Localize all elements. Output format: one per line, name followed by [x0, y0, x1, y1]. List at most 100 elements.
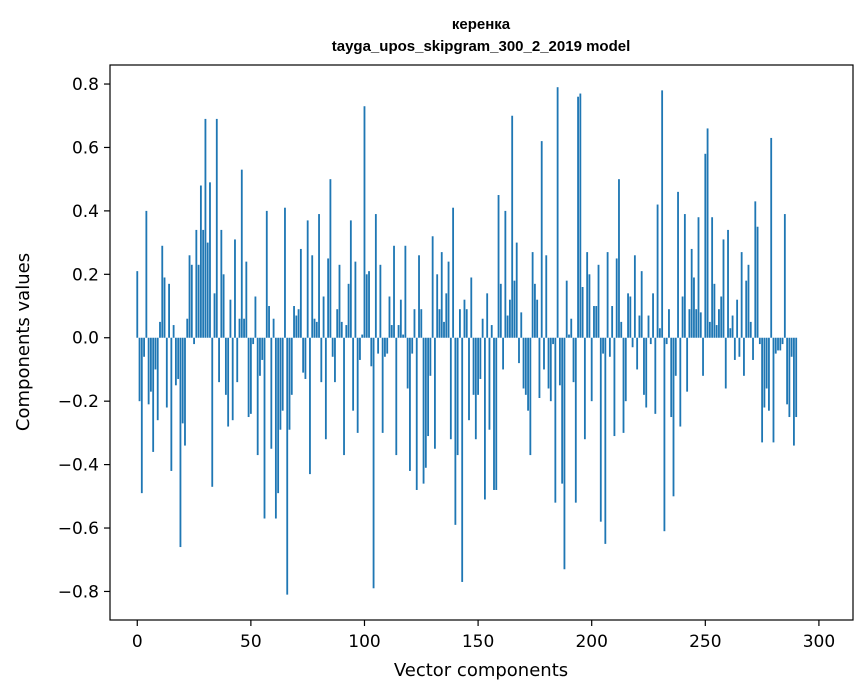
y-tick-label: −0.6: [58, 519, 99, 539]
bar: [338, 264, 341, 338]
bar: [238, 318, 241, 338]
bar: [429, 337, 432, 376]
bar: [586, 252, 589, 338]
bar: [229, 299, 232, 338]
bar: [181, 337, 184, 424]
bar: [438, 309, 441, 338]
bar: [779, 337, 782, 351]
bar: [402, 334, 405, 338]
bar: [304, 337, 307, 379]
y-tick-label: 0.6: [72, 138, 99, 158]
bar: [527, 337, 529, 411]
y-tick-label: −0.8: [58, 582, 99, 602]
bar: [704, 153, 707, 338]
bar: [715, 325, 718, 338]
bar: [770, 137, 773, 338]
bar: [702, 337, 704, 376]
bar: [297, 309, 300, 338]
bar: [322, 296, 325, 338]
bar: [720, 296, 723, 338]
bar: [783, 214, 786, 338]
bar: [524, 337, 527, 395]
bar: [738, 337, 741, 357]
bar: [613, 337, 616, 437]
bar: [170, 337, 173, 471]
bar: [736, 299, 739, 338]
bar: [504, 210, 507, 338]
bar: [218, 337, 220, 383]
bar: [518, 337, 520, 364]
bar: [788, 337, 791, 418]
x-tick-label: 300: [803, 632, 835, 652]
bar: [447, 261, 450, 338]
bar: [774, 337, 777, 354]
bar: [363, 106, 366, 338]
bar: [456, 337, 459, 456]
bar: [390, 325, 393, 338]
bar: [279, 337, 282, 430]
bar: [604, 337, 607, 544]
bar: [204, 118, 207, 338]
y-tick-label: 0.8: [72, 75, 99, 95]
bar: [581, 287, 584, 338]
bar: [293, 306, 295, 338]
bar: [381, 337, 384, 433]
bar: [188, 255, 191, 338]
bar: [540, 141, 543, 338]
bar: [563, 337, 566, 570]
bar: [620, 321, 623, 338]
bar: [422, 337, 425, 484]
bar: [227, 337, 230, 427]
bar: [743, 337, 745, 376]
bar: [240, 169, 243, 338]
bar: [722, 239, 725, 338]
bar: [695, 309, 698, 338]
bar: [479, 337, 482, 379]
bar: [754, 201, 757, 338]
bar: [231, 337, 234, 421]
bar: [724, 337, 727, 389]
bar: [440, 252, 443, 338]
bar: [679, 337, 682, 427]
bar: [706, 128, 709, 338]
bar: [272, 318, 275, 338]
bar: [179, 337, 182, 548]
x-tick-label: 0: [132, 632, 143, 652]
bar: [681, 296, 684, 338]
bar: [415, 337, 418, 490]
bar: [190, 264, 193, 338]
bar: [752, 337, 754, 360]
bar: [424, 337, 427, 468]
bar: [236, 337, 239, 383]
bar: [406, 337, 409, 389]
bar: [579, 93, 582, 338]
bar: [583, 337, 586, 440]
bar: [522, 337, 525, 389]
bar: [477, 337, 479, 395]
bar: [656, 204, 659, 338]
bar: [168, 283, 170, 338]
bar: [768, 337, 770, 411]
chart-title-line1: керенка: [452, 16, 511, 33]
bar: [347, 283, 350, 338]
bar: [633, 255, 636, 338]
bar: [393, 245, 395, 338]
bar: [331, 337, 334, 357]
bar: [172, 325, 175, 338]
bar: [270, 337, 273, 449]
bar: [274, 337, 277, 519]
bar: [568, 334, 570, 338]
bar: [790, 337, 793, 357]
bar: [149, 337, 152, 392]
bar: [356, 337, 359, 433]
bar: [404, 245, 407, 338]
bar: [152, 337, 155, 452]
bar: [311, 255, 314, 338]
bar: [147, 337, 150, 405]
bar: [727, 229, 729, 338]
bar: [686, 337, 689, 392]
bar: [533, 283, 536, 338]
bar: [599, 337, 602, 522]
bar: [674, 337, 677, 376]
